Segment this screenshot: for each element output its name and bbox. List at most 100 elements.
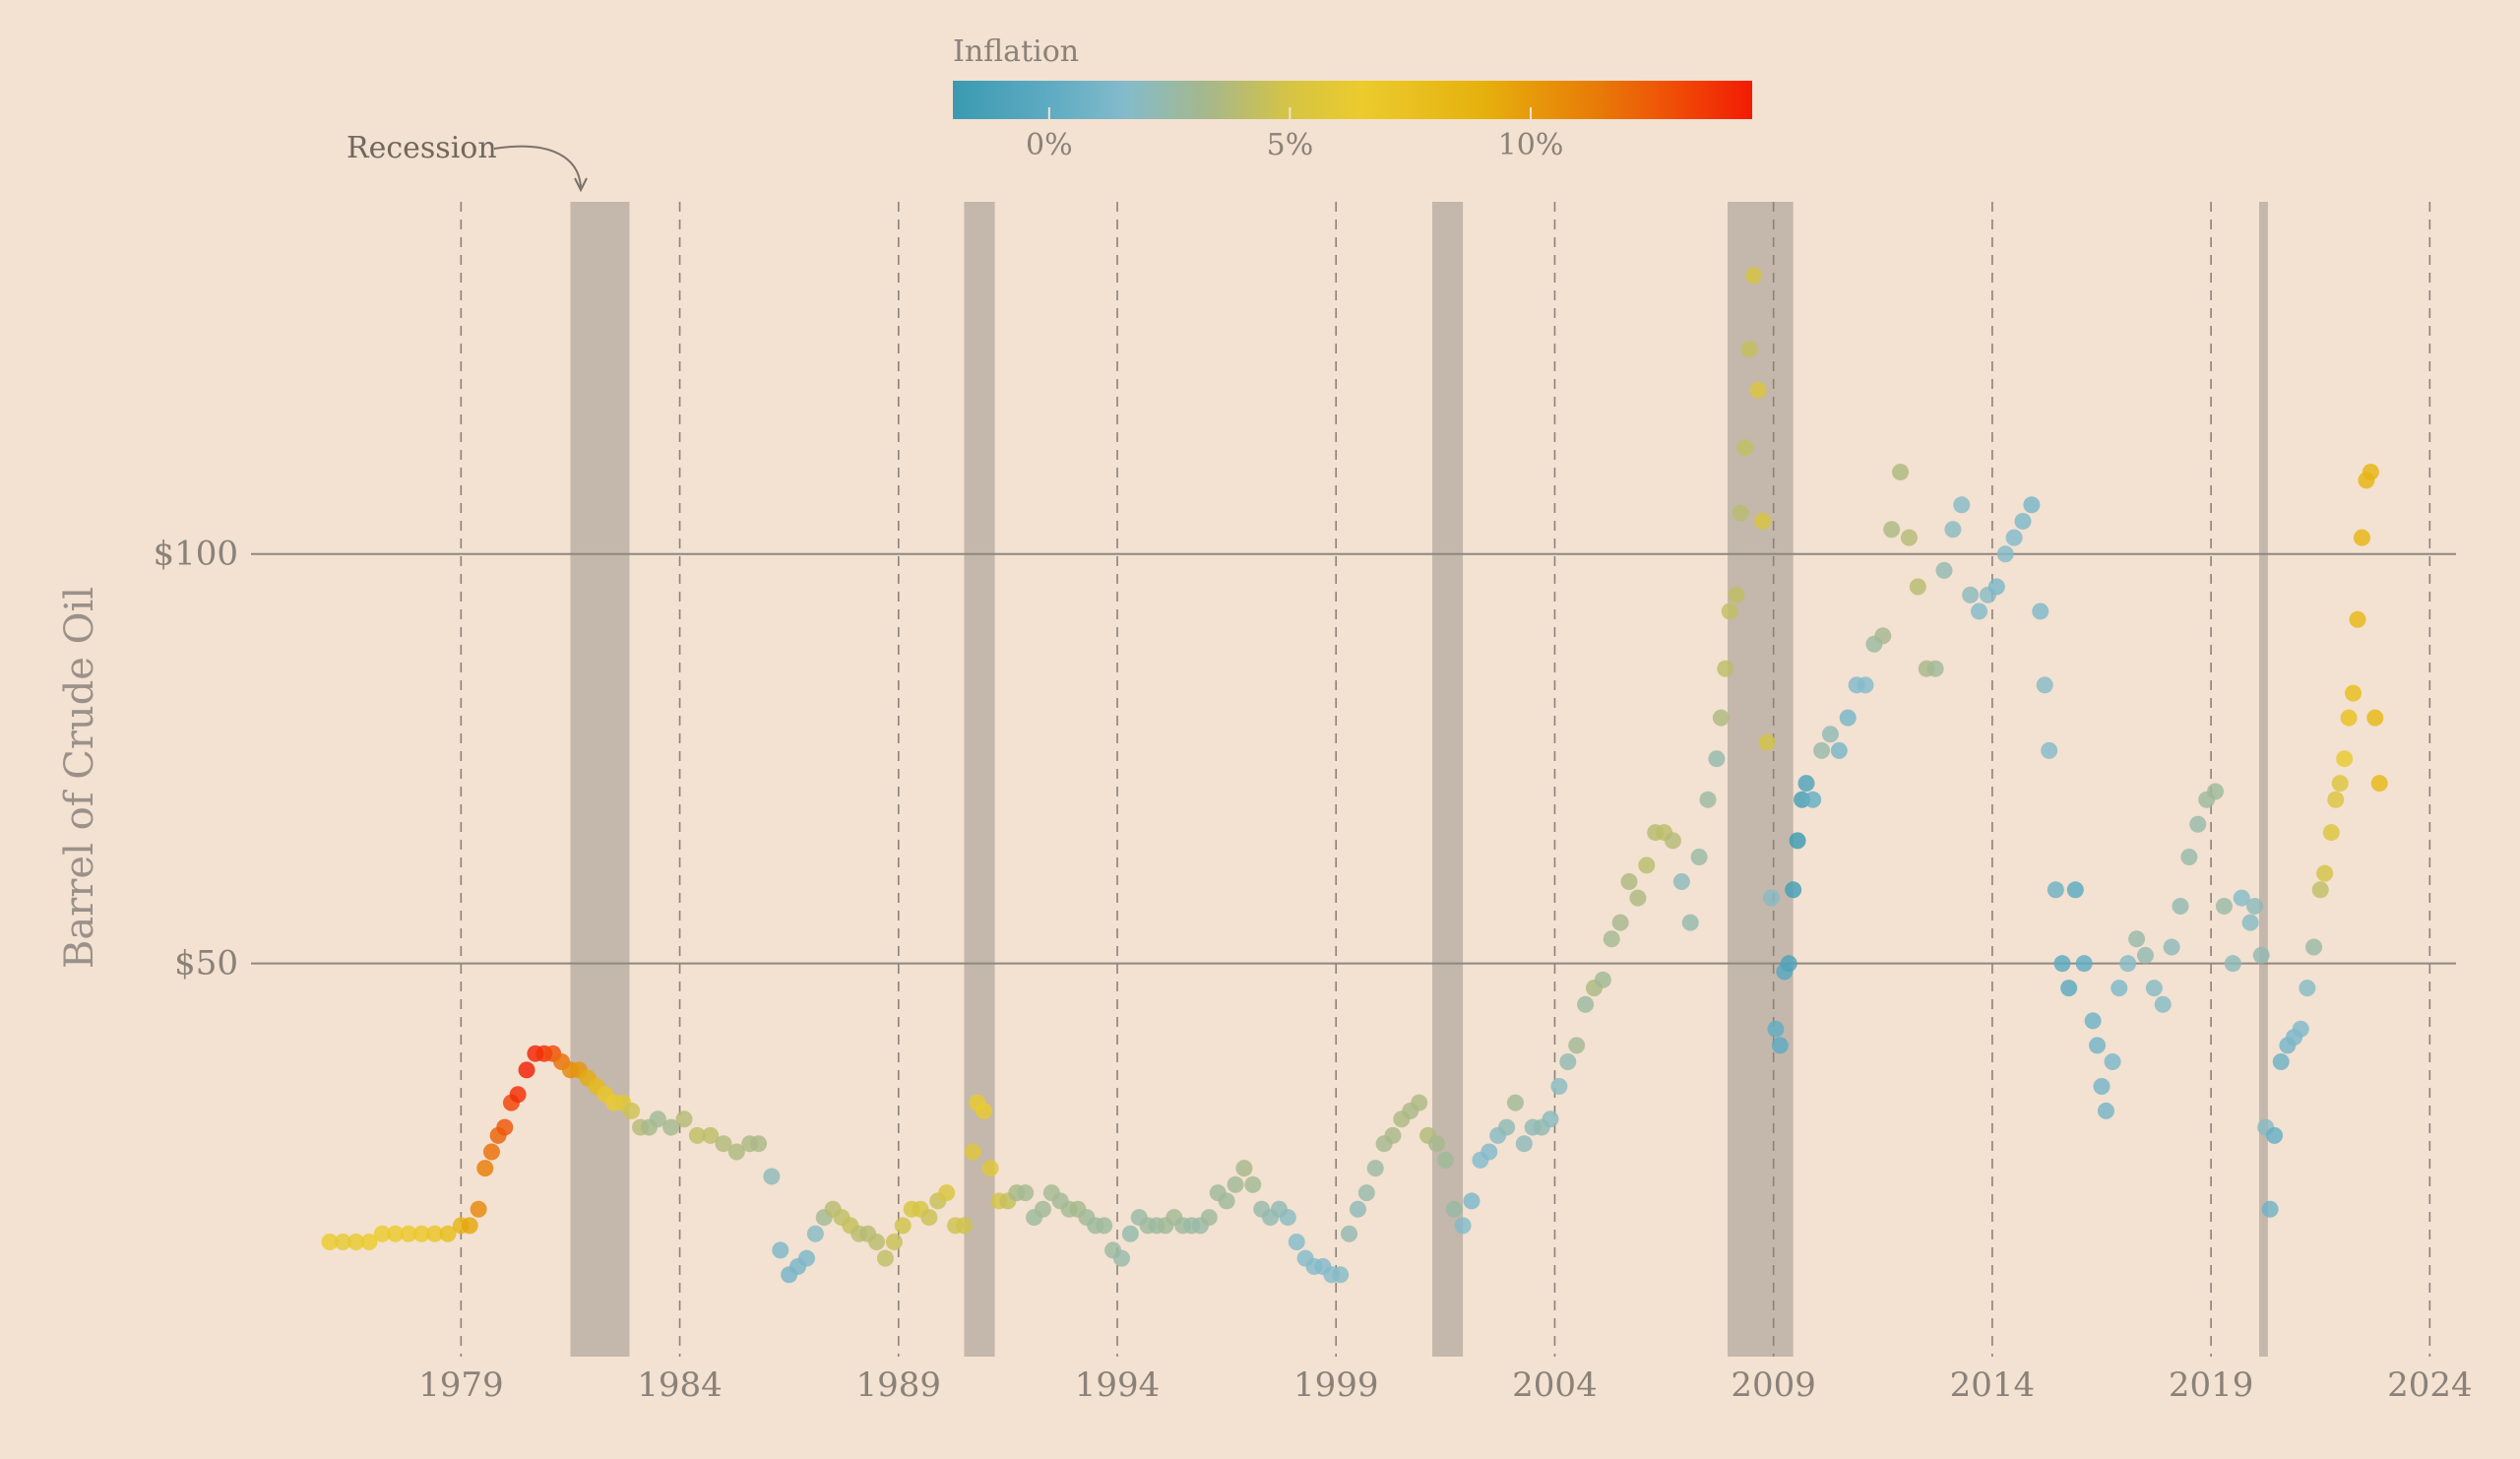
data-point: [2047, 881, 2064, 899]
data-point: [2032, 603, 2049, 620]
data-point: [2340, 709, 2358, 727]
data-point: [662, 1118, 680, 1136]
data-point: [1987, 578, 2005, 596]
data-point: [2336, 750, 2354, 768]
data-point: [2154, 995, 2172, 1013]
data-point: [1767, 1020, 1785, 1038]
data-point: [509, 1086, 527, 1104]
data-point: [2327, 791, 2345, 808]
data-point: [981, 1160, 999, 1177]
data-point: [1754, 512, 1772, 530]
data-point: [2241, 914, 2259, 931]
y-tick-labels: $50 $100: [153, 535, 238, 983]
data-point: [1712, 709, 1730, 727]
data-points: [321, 267, 2388, 1284]
data-point: [1349, 1200, 1366, 1218]
data-point: [1436, 1151, 1454, 1169]
data-point: [1681, 914, 1699, 931]
data-point: [2305, 938, 2323, 956]
data-point: [1235, 1160, 1253, 1177]
data-point: [675, 1110, 693, 1128]
data-point: [1506, 1094, 1524, 1111]
colorbar-tick-label: 10%: [1498, 128, 1564, 162]
data-point: [1594, 971, 1611, 988]
data-point: [476, 1160, 494, 1177]
data-point: [1953, 496, 1971, 514]
data-point: [1611, 914, 1629, 931]
data-point: [439, 1225, 457, 1242]
data-point: [373, 1225, 391, 1242]
data-point: [2272, 1053, 2290, 1071]
data-point: [412, 1225, 430, 1242]
data-point: [1559, 1053, 1577, 1071]
data-point: [1732, 504, 1749, 522]
data-point: [938, 1184, 956, 1202]
recession-band: [570, 202, 630, 1357]
data-point: [1892, 464, 1910, 481]
data-point: [868, 1234, 886, 1251]
data-point: [2119, 955, 2137, 973]
data-point: [1498, 1118, 1516, 1136]
data-point: [1620, 872, 1638, 890]
data-point: [2322, 824, 2340, 842]
data-point: [876, 1249, 894, 1267]
data-point: [2110, 980, 2128, 997]
data-point: [1568, 1037, 1586, 1054]
data-point: [1341, 1225, 1358, 1242]
data-point: [1797, 775, 1815, 793]
recession-band: [1432, 202, 1464, 1357]
data-point: [2266, 1126, 2284, 1144]
data-point: [1411, 1094, 1428, 1111]
data-point: [2041, 741, 2058, 759]
data-point: [1121, 1225, 1139, 1242]
data-point: [2172, 897, 2189, 915]
data-point: [1971, 603, 1988, 620]
data-point: [387, 1225, 405, 1242]
data-point: [1830, 741, 1848, 759]
data-point: [1749, 381, 1767, 399]
data-point: [2189, 815, 2207, 833]
data-point: [1550, 1077, 1568, 1095]
y-tick-label: $50: [174, 944, 238, 983]
data-point: [1745, 267, 1763, 285]
data-point: [2299, 980, 2316, 997]
data-point: [1708, 750, 1726, 768]
x-tick-label: 1999: [1293, 1365, 1379, 1405]
data-point: [1762, 889, 1780, 907]
data-point: [1638, 856, 1656, 874]
data-point: [1900, 529, 1918, 546]
data-point: [2292, 1020, 2309, 1038]
data-point: [334, 1234, 351, 1251]
data-point: [1664, 832, 1681, 850]
data-point: [1728, 586, 1745, 603]
recession-annotation: Recession: [346, 131, 588, 193]
data-point: [964, 1143, 981, 1161]
data-point: [2023, 496, 2041, 514]
data-point: [496, 1118, 514, 1136]
data-point: [1279, 1209, 1296, 1227]
data-point: [2207, 783, 2225, 800]
recession-bands: [570, 202, 2268, 1357]
data-point: [2345, 684, 2362, 702]
data-point: [2075, 955, 2093, 973]
data-point: [1096, 1217, 1113, 1235]
data-point: [2014, 512, 2032, 530]
data-point: [1017, 1184, 1035, 1202]
x-tick-label: 2024: [2387, 1365, 2473, 1405]
data-point: [360, 1234, 378, 1251]
data-point: [885, 1234, 903, 1251]
data-point: [623, 1102, 641, 1119]
data-point: [1427, 1135, 1445, 1153]
colorbar-ticks: 0% 5% 10%: [1026, 107, 1563, 162]
data-point: [1717, 660, 1734, 677]
data-point: [1218, 1192, 1235, 1210]
data-point: [1821, 726, 1839, 743]
data-point: [702, 1126, 720, 1144]
data-point: [1515, 1135, 1533, 1153]
x-tick-labels: 1979 1984 1989 1994 1999 2004 2009 2014 2019 2024: [418, 1365, 2473, 1405]
y-tick-label: $100: [153, 535, 238, 574]
data-point: [1996, 545, 2014, 563]
data-point: [1454, 1217, 1472, 1235]
data-point: [955, 1217, 973, 1235]
